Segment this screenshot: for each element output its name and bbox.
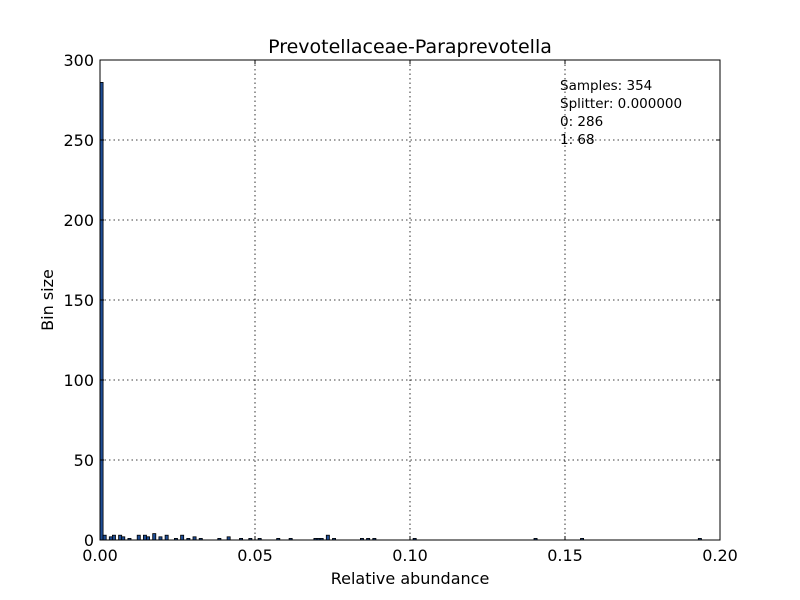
- y-tick-label: 200: [63, 211, 94, 230]
- y-tick-label: 300: [63, 51, 94, 70]
- annotation-count-1: 1: 68: [560, 132, 595, 148]
- y-tick-label: 50: [74, 451, 94, 470]
- histogram-bar: [180, 534, 185, 541]
- histogram-bar: [102, 534, 107, 541]
- chart-title: Prevotellaceae-Paraprevotella: [268, 36, 552, 58]
- x-tick-label: 0.15: [547, 546, 583, 565]
- annotation-splitter: Splitter: 0.000000: [560, 96, 682, 112]
- y-tick-label: 250: [63, 131, 94, 150]
- y-tick-label: 0: [84, 531, 94, 550]
- y-tick-label: 150: [63, 291, 94, 310]
- y-tick-labels: 0 50 100 150 200 250 300: [63, 51, 94, 550]
- y-tick-label: 100: [63, 371, 94, 390]
- axis-ticks: [99, 59, 721, 541]
- x-tick-label: 0.10: [392, 546, 428, 565]
- x-tick-label: 0.00: [82, 546, 118, 565]
- grid-lines: [100, 60, 720, 540]
- y-axis-label: Bin size: [38, 269, 57, 331]
- histogram-bar: [152, 533, 157, 541]
- x-tick-label: 0.05: [237, 546, 273, 565]
- x-tick-labels: 0.00 0.05 0.10 0.15 0.20: [82, 546, 738, 565]
- histogram-bars: [99, 82, 702, 541]
- x-tick-label: 0.20: [702, 546, 738, 565]
- annotation-count-0: 0: 286: [560, 114, 603, 130]
- histogram-bar: [164, 534, 169, 541]
- annotation-samples: Samples: 354: [560, 78, 652, 94]
- x-axis-label: Relative abundance: [331, 569, 490, 588]
- histogram-bar: [112, 534, 116, 541]
- histogram-bar: [142, 534, 147, 541]
- stats-annotation: Samples: 354 Splitter: 0.000000 0: 286 1…: [560, 78, 682, 148]
- histogram-bar: [325, 534, 330, 541]
- histogram-bar: [118, 534, 123, 541]
- histogram-bar: [136, 534, 141, 541]
